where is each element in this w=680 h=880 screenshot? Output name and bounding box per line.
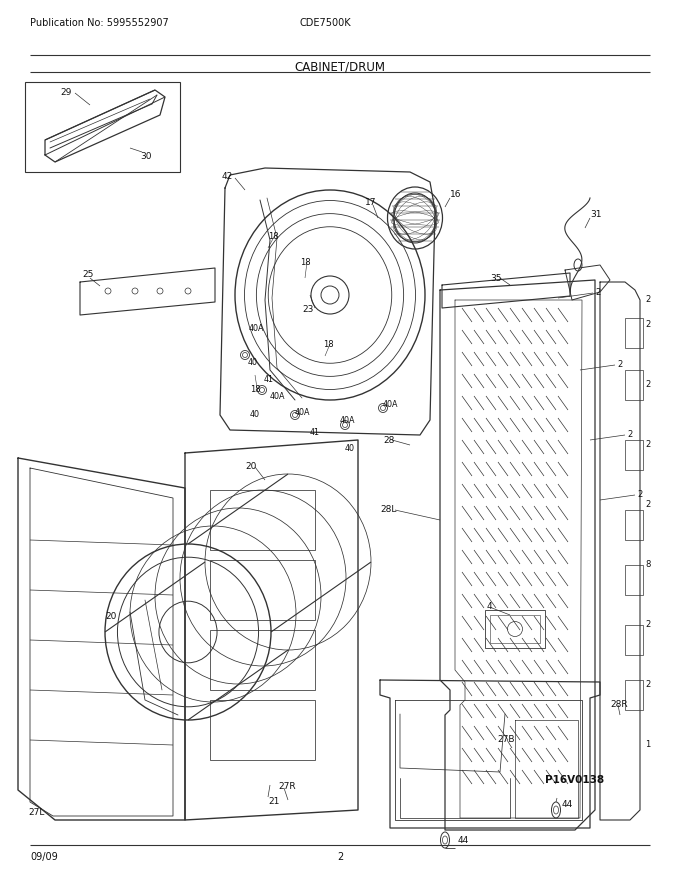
Text: 17: 17 xyxy=(365,198,377,207)
Text: 2: 2 xyxy=(645,680,650,689)
Text: 40A: 40A xyxy=(340,416,356,425)
Bar xyxy=(625,625,643,655)
Text: 20: 20 xyxy=(105,612,116,621)
Text: 27L: 27L xyxy=(28,808,44,817)
Text: 44: 44 xyxy=(458,836,469,845)
Text: 16: 16 xyxy=(450,190,462,199)
Bar xyxy=(485,610,545,648)
Text: 40A: 40A xyxy=(270,392,286,401)
Bar xyxy=(625,565,643,595)
Text: 27B: 27B xyxy=(497,735,515,744)
Text: 44: 44 xyxy=(562,800,573,809)
Text: 18: 18 xyxy=(300,258,311,267)
Bar xyxy=(625,680,643,710)
Text: 2: 2 xyxy=(645,295,650,304)
Text: 41: 41 xyxy=(310,428,320,437)
Text: 2: 2 xyxy=(645,440,650,449)
Text: 20: 20 xyxy=(245,462,256,471)
Text: 2: 2 xyxy=(627,430,632,439)
Text: 40: 40 xyxy=(345,444,355,453)
Bar xyxy=(625,510,643,540)
Text: 40A: 40A xyxy=(249,324,265,333)
Text: 09/09: 09/09 xyxy=(30,852,58,862)
Bar xyxy=(625,440,643,470)
Text: 2: 2 xyxy=(337,852,343,862)
Text: 40A: 40A xyxy=(383,400,398,409)
Text: P16V0138: P16V0138 xyxy=(545,775,604,785)
Text: 2: 2 xyxy=(595,288,600,297)
Text: 40: 40 xyxy=(248,358,258,367)
Text: 2: 2 xyxy=(645,320,650,329)
Bar xyxy=(210,490,315,550)
Text: 8: 8 xyxy=(645,560,650,569)
Text: 29: 29 xyxy=(60,88,71,97)
Bar xyxy=(625,370,643,400)
Text: 40: 40 xyxy=(250,410,260,419)
Text: 2: 2 xyxy=(645,380,650,389)
Text: 35: 35 xyxy=(490,274,502,283)
Text: CDE7500K: CDE7500K xyxy=(300,18,352,28)
Text: 40A: 40A xyxy=(295,408,311,417)
Bar xyxy=(210,560,315,620)
Text: 4: 4 xyxy=(487,602,492,611)
Text: 2: 2 xyxy=(645,620,650,629)
Text: 27R: 27R xyxy=(278,782,296,791)
Text: 1: 1 xyxy=(645,740,650,749)
Text: 23: 23 xyxy=(302,305,313,314)
Text: 31: 31 xyxy=(590,210,602,219)
Text: 28L: 28L xyxy=(380,505,396,514)
Text: 18: 18 xyxy=(323,340,334,349)
Bar xyxy=(25,82,180,172)
Text: 21: 21 xyxy=(268,797,279,806)
Text: 18: 18 xyxy=(268,232,279,241)
Text: 41: 41 xyxy=(264,375,274,384)
Text: 30: 30 xyxy=(140,152,152,161)
Text: 25: 25 xyxy=(82,270,93,279)
Text: 28R: 28R xyxy=(610,700,628,709)
Bar xyxy=(210,700,315,760)
Text: 2: 2 xyxy=(617,360,622,369)
Text: CABINET/DRUM: CABINET/DRUM xyxy=(294,60,386,73)
Bar xyxy=(490,615,540,643)
Text: 28: 28 xyxy=(383,436,394,445)
Text: 42: 42 xyxy=(222,172,233,181)
Text: Publication No: 5995552907: Publication No: 5995552907 xyxy=(30,18,169,28)
Text: 2: 2 xyxy=(645,500,650,509)
Text: 18: 18 xyxy=(250,385,260,394)
Bar xyxy=(210,630,315,690)
Bar xyxy=(625,318,643,348)
Text: 2: 2 xyxy=(637,490,642,499)
